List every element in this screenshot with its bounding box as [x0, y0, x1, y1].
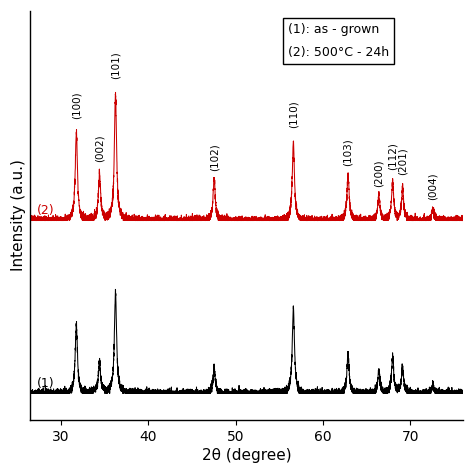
Text: (200): (200) — [374, 159, 384, 187]
Text: (101): (101) — [110, 51, 120, 79]
Text: (103): (103) — [343, 139, 353, 166]
Text: (2): (2) — [36, 204, 54, 217]
Text: (1): (1) — [36, 377, 54, 390]
Y-axis label: Intensity (a.u.): Intensity (a.u.) — [11, 160, 26, 272]
Text: (1): as - grown
(2): 500°C - 24h: (1): as - grown (2): 500°C - 24h — [288, 23, 389, 59]
Text: (110): (110) — [288, 100, 298, 128]
Text: (100): (100) — [71, 91, 82, 118]
X-axis label: 2θ (degree): 2θ (degree) — [202, 448, 292, 463]
Text: (102): (102) — [209, 144, 219, 172]
Text: (002): (002) — [94, 134, 104, 162]
Text: (201): (201) — [398, 147, 408, 175]
Text: (112): (112) — [388, 143, 398, 170]
Text: (004): (004) — [428, 172, 438, 200]
